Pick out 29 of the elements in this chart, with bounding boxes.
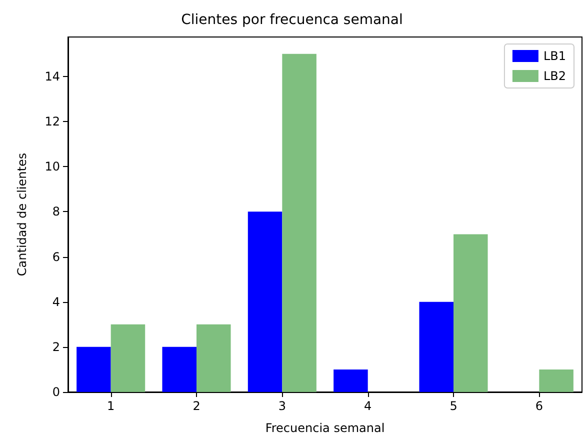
legend-label: LB1 — [543, 49, 566, 63]
bar — [248, 212, 282, 392]
x-tick-label: 6 — [535, 399, 543, 413]
bar — [110, 324, 146, 392]
y-tick-label: 8 — [52, 204, 60, 219]
bar — [76, 346, 111, 392]
x-tick-label: 4 — [364, 399, 372, 413]
y-tick-label: 2 — [52, 340, 60, 354]
bar — [454, 234, 488, 392]
chart-title: Clientes por frecuenca semanal — [181, 12, 403, 28]
y-tick-label: 10 — [44, 160, 60, 174]
x-axis-title: Frecuencia semanal — [265, 421, 385, 435]
legend-label: LB2 — [543, 69, 566, 83]
x-tick-label: 2 — [192, 399, 200, 413]
y-tick-label: 12 — [44, 114, 60, 129]
y-tick-label: 14 — [44, 69, 60, 84]
bar — [282, 54, 316, 392]
x-tick-label: 3 — [278, 399, 286, 413]
bar — [196, 324, 231, 392]
bar — [334, 369, 368, 392]
x-tick-label: 5 — [450, 399, 458, 413]
bar — [419, 302, 454, 392]
bar — [539, 369, 574, 392]
bar — [162, 346, 196, 392]
y-tick-label: 4 — [52, 294, 60, 309]
y-tick-label: 0 — [52, 385, 60, 399]
y-axis-title: Cantidad de clientes — [15, 152, 29, 276]
x-tick-label: 1 — [107, 399, 115, 413]
y-tick-label: 6 — [52, 250, 60, 264]
